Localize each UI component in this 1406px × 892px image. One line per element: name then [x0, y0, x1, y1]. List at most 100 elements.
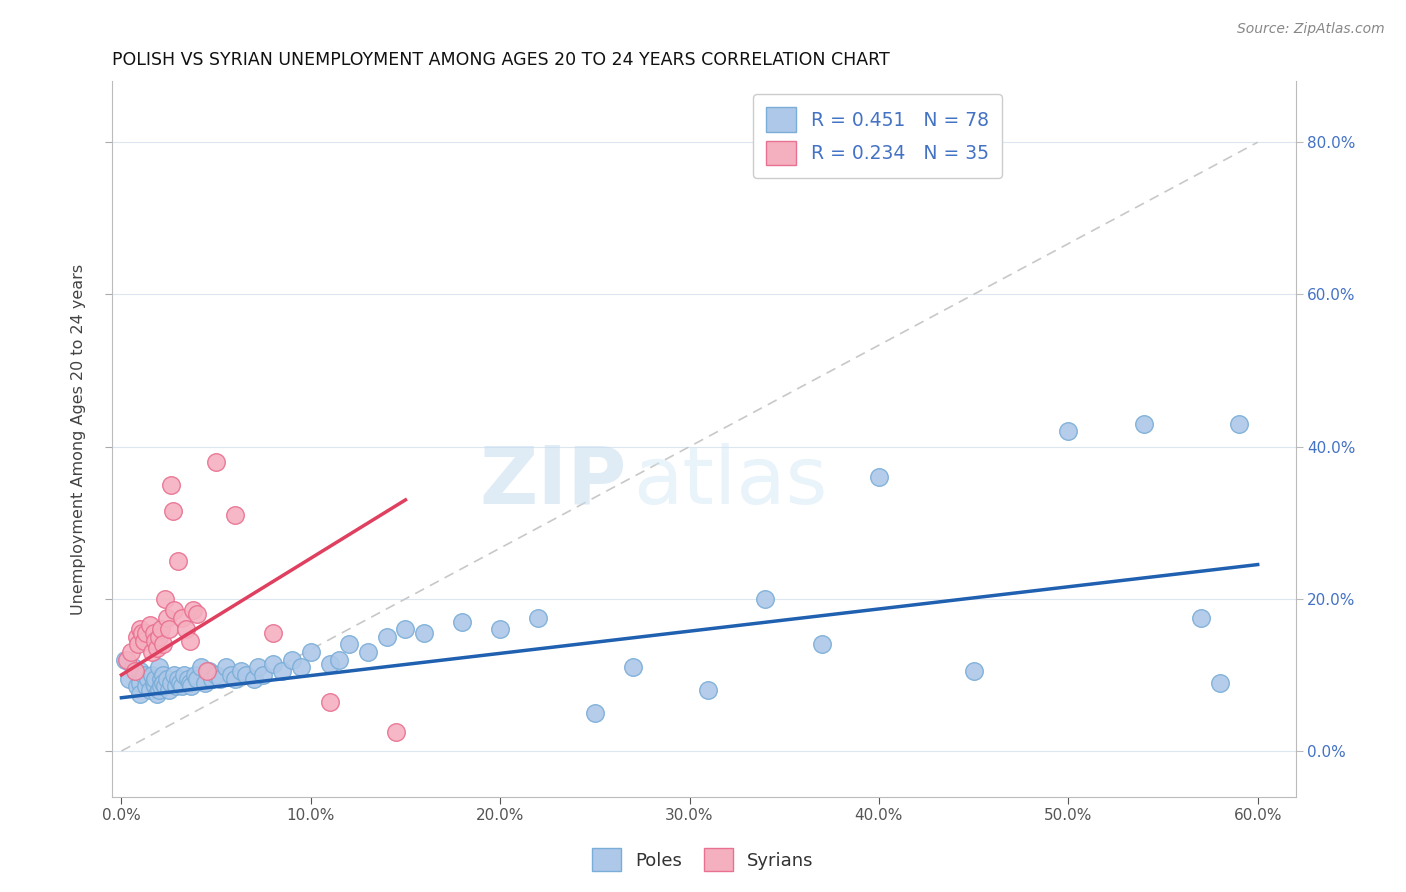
Point	[142, 675, 165, 690]
Point	[157, 622, 180, 636]
Point	[145, 633, 167, 648]
Point	[139, 683, 162, 698]
Point	[127, 638, 149, 652]
Point	[271, 664, 294, 678]
Point	[169, 675, 191, 690]
Point	[621, 660, 644, 674]
Point	[214, 660, 236, 674]
Point	[134, 668, 156, 682]
Point	[159, 477, 181, 491]
Point	[328, 653, 350, 667]
Point	[152, 668, 174, 682]
Point	[224, 508, 246, 522]
Point	[184, 668, 207, 682]
Point	[139, 618, 162, 632]
Point	[962, 664, 984, 678]
Point	[219, 668, 242, 682]
Point	[205, 455, 228, 469]
Point	[451, 615, 474, 629]
Point	[262, 657, 284, 671]
Point	[319, 694, 342, 708]
Point	[1189, 611, 1212, 625]
Point	[165, 679, 187, 693]
Point	[167, 672, 190, 686]
Point	[134, 633, 156, 648]
Point	[153, 591, 176, 606]
Point	[129, 622, 152, 636]
Legend: R = 0.451   N = 78, R = 0.234   N = 35: R = 0.451 N = 78, R = 0.234 N = 35	[752, 95, 1002, 178]
Point	[129, 664, 152, 678]
Point	[195, 664, 218, 678]
Point	[229, 664, 252, 678]
Point	[180, 679, 202, 693]
Point	[152, 638, 174, 652]
Point	[159, 675, 181, 690]
Point	[145, 679, 167, 693]
Point	[150, 679, 173, 693]
Legend: Poles, Syrians: Poles, Syrians	[585, 841, 821, 879]
Point	[170, 611, 193, 625]
Point	[235, 668, 257, 682]
Text: Source: ZipAtlas.com: Source: ZipAtlas.com	[1237, 22, 1385, 37]
Point	[527, 611, 550, 625]
Point	[375, 630, 398, 644]
Point	[394, 622, 416, 636]
Text: atlas: atlas	[633, 443, 827, 521]
Point	[146, 641, 169, 656]
Point	[121, 660, 143, 674]
Point	[174, 622, 197, 636]
Point	[135, 679, 157, 693]
Point	[150, 622, 173, 636]
Point	[194, 675, 217, 690]
Point	[125, 679, 148, 693]
Point	[135, 626, 157, 640]
Point	[243, 672, 266, 686]
Point	[131, 626, 153, 640]
Point	[163, 603, 186, 617]
Text: POLISH VS SYRIAN UNEMPLOYMENT AMONG AGES 20 TO 24 YEARS CORRELATION CHART: POLISH VS SYRIAN UNEMPLOYMENT AMONG AGES…	[112, 51, 890, 69]
Point	[141, 668, 163, 682]
Point	[179, 675, 201, 690]
Point	[170, 679, 193, 693]
Point	[1227, 417, 1250, 431]
Point	[246, 660, 269, 674]
Point	[141, 645, 163, 659]
Point	[142, 626, 165, 640]
Point	[148, 660, 170, 674]
Point	[162, 504, 184, 518]
Point	[224, 672, 246, 686]
Point	[1209, 675, 1232, 690]
Point	[136, 672, 159, 686]
Point	[1133, 417, 1156, 431]
Text: ZIP: ZIP	[479, 443, 627, 521]
Point	[173, 668, 195, 682]
Point	[197, 664, 219, 678]
Point	[125, 630, 148, 644]
Point	[252, 668, 274, 682]
Point	[156, 672, 179, 686]
Point	[176, 672, 198, 686]
Point	[201, 672, 224, 686]
Point	[114, 653, 136, 667]
Point	[148, 683, 170, 698]
Point	[148, 630, 170, 644]
Point	[281, 653, 304, 667]
Point	[150, 672, 173, 686]
Point	[754, 591, 776, 606]
Point	[152, 675, 174, 690]
Point	[124, 664, 146, 678]
Point	[146, 687, 169, 701]
Point	[167, 554, 190, 568]
Point	[163, 668, 186, 682]
Point	[190, 660, 212, 674]
Point	[262, 626, 284, 640]
Point	[129, 675, 152, 690]
Point	[208, 672, 231, 686]
Y-axis label: Unemployment Among Ages 20 to 24 years: Unemployment Among Ages 20 to 24 years	[72, 263, 86, 615]
Point	[120, 645, 142, 659]
Point	[489, 622, 512, 636]
Point	[153, 679, 176, 693]
Point	[145, 672, 167, 686]
Point	[183, 603, 205, 617]
Point	[186, 607, 208, 621]
